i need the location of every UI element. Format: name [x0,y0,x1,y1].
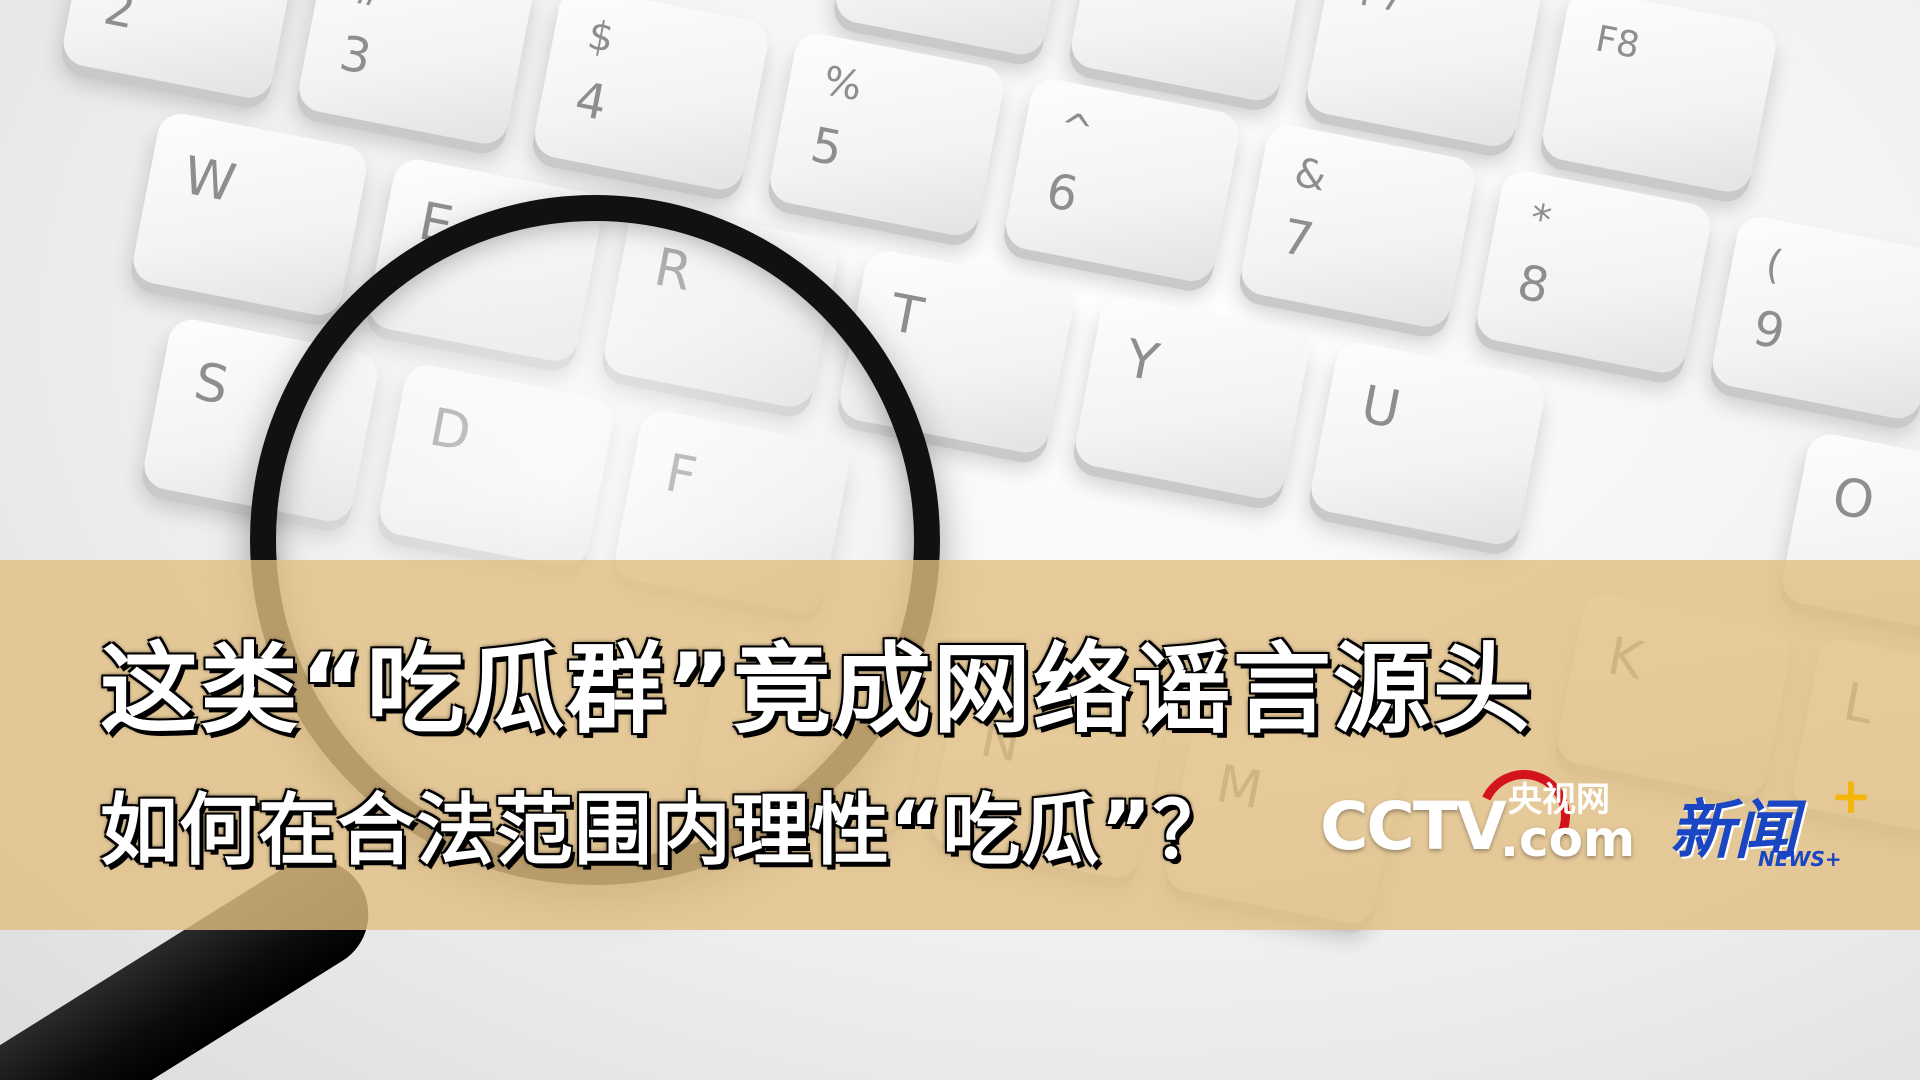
headline: 这类“吃瓜群”竟成网络谣言源头 [100,633,1533,747]
key-label: O [1827,466,1880,533]
news-plus-logo: 新闻 + NEWS+ [1670,767,1880,875]
subheadline: 如何在合法范围内理性“吃瓜”？ [100,786,1232,876]
key-label: 6 [1041,162,1083,224]
key-shift-label: ( [1761,241,1787,290]
key-label: T [885,283,928,349]
key-2: 2 [59,0,301,102]
key-u: U [1307,338,1549,549]
key-shift-label: & [1290,149,1331,201]
key-f7: F7 [1303,0,1545,150]
news-logo-text: 新闻 [1670,794,1798,868]
key-shift-label: % [819,57,866,111]
key-label: 7 [1277,208,1319,270]
key-label: 9 [1748,300,1790,361]
cctv-logo-text: CCTV [1320,788,1507,865]
key-label: 4 [570,71,612,132]
key-4: $4 [530,0,772,194]
key-f8: F8 [1538,0,1780,196]
key-8: * 8 [1473,167,1715,377]
key-shift-label: ^ [1055,103,1097,156]
key-label: S [189,351,234,417]
caption-banner [0,560,1920,930]
key-label: F8 [1592,18,1643,68]
key-shift-label: * [1526,195,1555,245]
key-shift-label: # [348,0,390,18]
key-9: (9 [1708,213,1920,423]
key-y: Y [1071,292,1313,503]
key-label: F7 [1357,0,1408,21]
key-label: 2 [99,0,141,41]
key-label: W [178,145,241,215]
key-label: Y [1120,328,1164,394]
key-5: % 5 [766,29,1008,240]
key-label: U [1356,374,1406,441]
cctv-logo-cn: 央视网 [1508,780,1610,820]
key-label: 3 [335,25,376,87]
cctv-logo: CCTV 央视网 .com [1320,757,1635,875]
plus-icon: + [1830,767,1872,825]
key-label: 8 [1513,254,1554,316]
key-3: #3 [295,0,537,148]
key-shift-label: $ [584,12,618,63]
key-6: ^ 6 [1001,75,1243,285]
key-w: W [129,109,371,320]
news-logo-sub: NEWS+ [1758,847,1842,871]
key-label: 5 [806,116,847,178]
key-7: & 7 [1237,121,1479,331]
cctv-logo-com: .com [1500,810,1636,868]
